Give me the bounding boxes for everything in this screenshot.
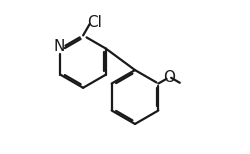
Text: O: O: [163, 70, 175, 85]
Text: Cl: Cl: [87, 15, 102, 30]
Text: N: N: [54, 39, 65, 55]
